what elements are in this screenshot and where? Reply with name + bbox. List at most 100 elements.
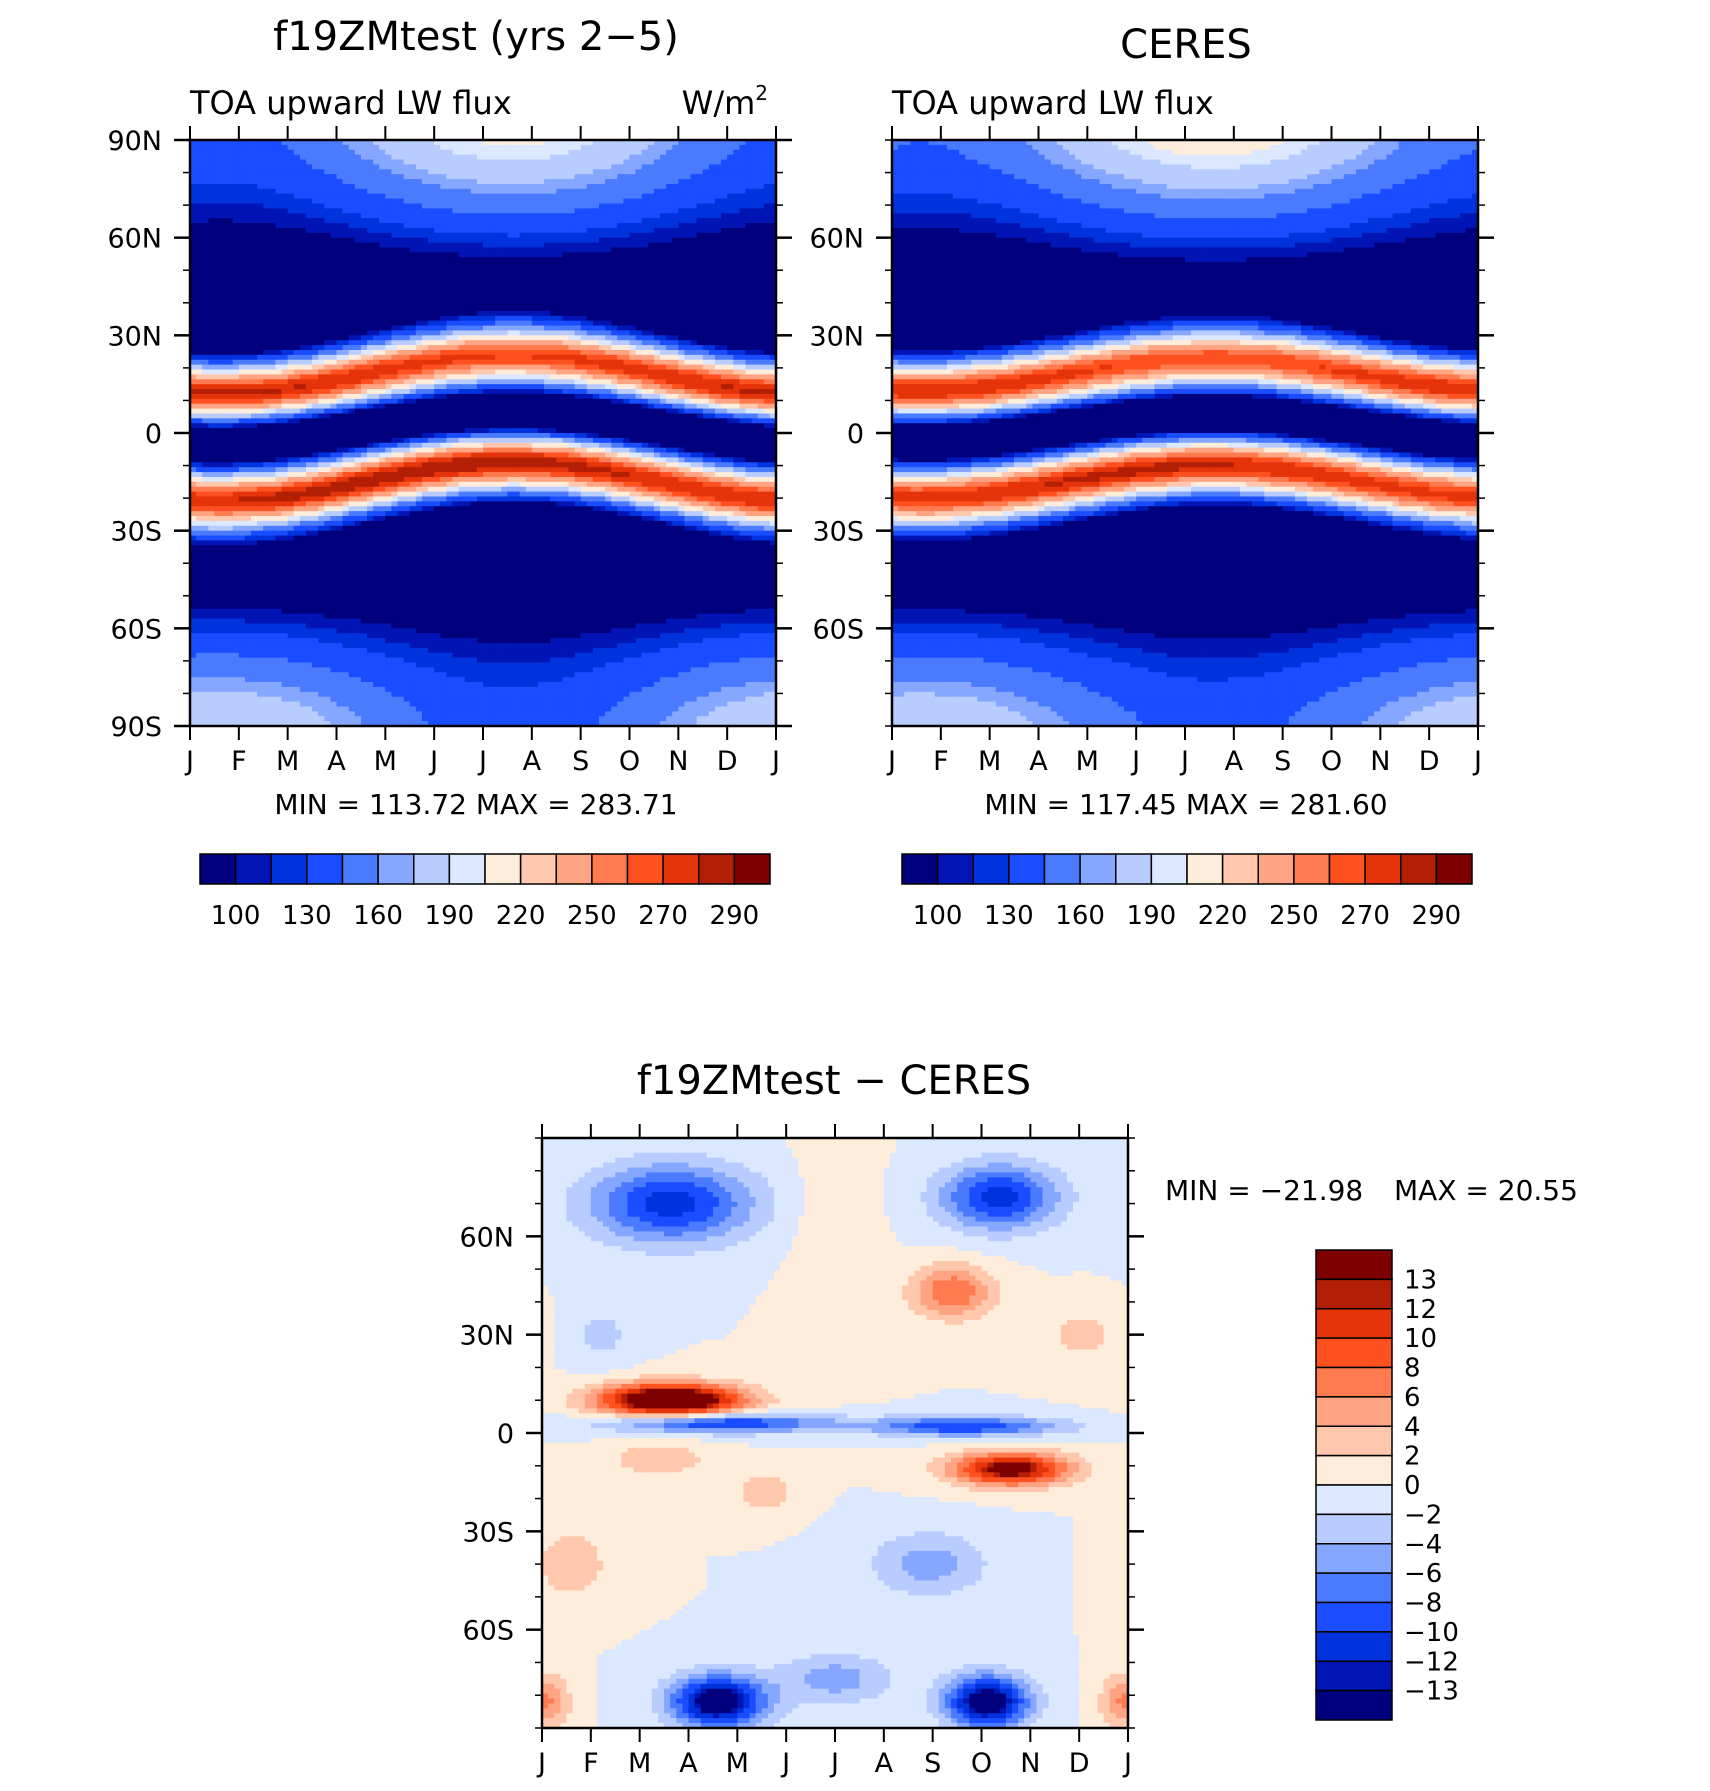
contour-cell — [367, 247, 374, 253]
contour-cell — [757, 179, 765, 185]
contour-cell — [305, 144, 313, 151]
contour-cell — [763, 291, 771, 297]
contour-cell — [324, 310, 331, 317]
contour-cell — [531, 325, 539, 332]
contour-cell — [214, 223, 222, 229]
contour-cell — [348, 183, 356, 190]
contour-cell — [318, 301, 325, 307]
contour-cell — [757, 291, 765, 297]
contour-cell — [690, 144, 698, 151]
contour-cell — [391, 149, 399, 156]
contour-cell — [269, 354, 277, 361]
contour-cell — [513, 203, 521, 209]
contour-cell — [354, 315, 362, 322]
contour-cell — [684, 281, 692, 288]
contour-cell — [483, 159, 490, 166]
contour-cell — [269, 384, 277, 390]
contour-cell — [525, 140, 533, 146]
contour-cell — [617, 179, 624, 185]
contour-cell — [196, 154, 203, 161]
contour-cell — [342, 218, 350, 224]
contour-cell — [458, 188, 466, 195]
contour-cell — [202, 286, 209, 292]
contour-cell — [196, 354, 203, 361]
contour-cell — [598, 203, 606, 209]
contour-cell — [696, 276, 704, 283]
contour-cell — [244, 140, 252, 146]
contour-cell — [409, 301, 417, 307]
contour-cell — [318, 384, 325, 390]
contour-cell — [562, 174, 570, 180]
contour-cell — [409, 369, 417, 375]
contour-cell — [238, 257, 246, 263]
contour-cell — [495, 237, 502, 244]
contour-cell — [391, 315, 399, 322]
contour-cell — [714, 379, 722, 385]
contour-cell — [513, 320, 521, 327]
contour-cell — [763, 384, 771, 390]
contour-cell — [440, 310, 447, 317]
contour-cell — [312, 242, 319, 249]
contour-cell — [708, 306, 716, 312]
contour-cell — [550, 310, 557, 317]
contour-cell — [458, 149, 466, 156]
contour-cell — [519, 188, 527, 195]
contour-cell — [611, 384, 618, 390]
contour-cell — [483, 354, 490, 361]
contour-cell — [214, 154, 222, 161]
contour-cell — [299, 203, 307, 209]
contour-cell — [391, 257, 399, 263]
contour-cell — [196, 174, 203, 180]
contour-cell — [696, 320, 704, 327]
contour-cell — [556, 188, 563, 195]
contour-cell — [470, 291, 478, 297]
contour-cell — [336, 369, 344, 375]
contour-cell — [544, 174, 551, 180]
contour-cell — [751, 325, 759, 332]
contour-cell — [592, 281, 600, 288]
contour-cell — [751, 340, 759, 346]
contour-cell — [208, 174, 216, 180]
contour-cell — [751, 223, 759, 229]
contour-cell — [513, 345, 521, 351]
contour-cell — [757, 276, 765, 283]
contour-cell — [269, 198, 277, 205]
contour-cell — [641, 144, 649, 151]
contour-cell — [769, 140, 776, 146]
contour-cell — [299, 140, 307, 146]
contour-cell — [336, 223, 344, 229]
contour-cell — [196, 281, 203, 288]
contour-cell — [647, 364, 655, 371]
contour-cell — [696, 242, 704, 249]
contour-cell — [629, 242, 637, 249]
contour-cell — [257, 291, 264, 297]
contour-cell — [586, 183, 594, 190]
contour-cell — [251, 140, 258, 146]
contour-cell — [214, 325, 222, 332]
contour-cell — [489, 379, 496, 385]
contour-cell — [666, 354, 673, 361]
contour-cell — [464, 237, 472, 244]
contour-cell — [489, 232, 496, 239]
contour-cell — [385, 374, 393, 380]
contour-cell — [489, 345, 496, 351]
contour-cell — [318, 183, 325, 190]
contour-cell — [428, 379, 435, 385]
contour-cell — [635, 252, 643, 258]
model-unit-exponent: 2 — [755, 81, 768, 105]
contour-cell — [421, 354, 429, 361]
contour-cell — [714, 315, 722, 322]
contour-cell — [678, 252, 686, 258]
contour-cell — [672, 247, 679, 253]
contour-cell — [507, 359, 515, 366]
contour-cell — [269, 223, 277, 229]
contour-cell — [287, 306, 295, 312]
contour-cell — [501, 252, 509, 258]
contour-cell — [464, 193, 472, 200]
contour-cell — [647, 271, 655, 278]
contour-cell — [745, 252, 753, 258]
contour-cell — [305, 213, 313, 219]
contour-cell — [238, 266, 246, 273]
contour-cell — [708, 208, 716, 214]
contour-cell — [263, 315, 270, 322]
